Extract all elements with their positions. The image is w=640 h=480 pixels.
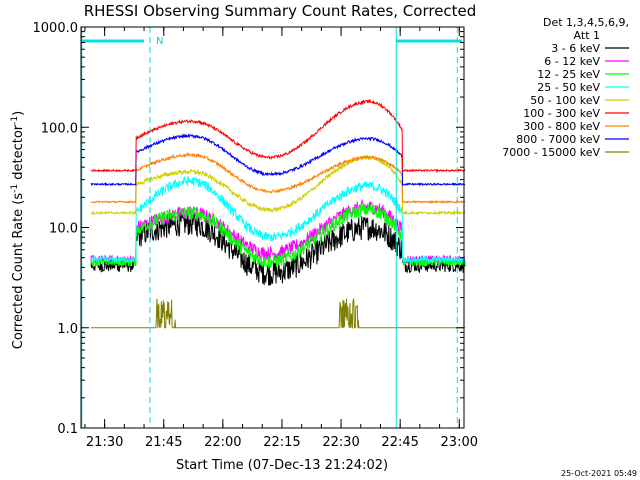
y-tick-label: 0.1 <box>57 422 78 437</box>
x-tick-label: 23:00 <box>441 435 478 450</box>
x-tick-label: 22:45 <box>381 435 418 450</box>
y-tick-label: 1.0 <box>57 322 78 337</box>
flag-label: N <box>156 36 163 47</box>
x-tick-label: 21:30 <box>86 435 123 450</box>
y-tick-label: 1000.0 <box>33 21 79 36</box>
legend-title-line1: Det 1,3,4,5,6,9, <box>543 16 629 29</box>
legend-label: 12 - 25 keV <box>537 68 600 81</box>
legend-label: 7000 - 15000 keV <box>502 146 600 159</box>
legend-label: 6 - 12 keV <box>544 55 600 68</box>
legend-title-line2: Att 1 <box>574 29 600 42</box>
x-tick-label: 22:15 <box>263 435 300 450</box>
timestamp: 25-Oct-2021 05:49 <box>561 469 637 478</box>
y-axis-ticks: 0.1 1.0 10.0 100.0 1000.0 <box>33 21 464 437</box>
series-line <box>90 98 466 173</box>
series-line <box>90 298 466 329</box>
legend-label: 800 - 7000 keV <box>516 133 600 146</box>
legend-label: 100 - 300 keV <box>523 107 600 120</box>
series-line <box>90 151 466 205</box>
x-tick-label: 22:30 <box>322 435 359 450</box>
series-line <box>90 154 466 216</box>
series-line <box>90 175 466 264</box>
legend-label: 50 - 100 keV <box>530 94 600 107</box>
legend-label: 300 - 800 keV <box>523 120 600 133</box>
y-tick-label: 10.0 <box>49 222 78 237</box>
plot-series-lines <box>90 98 466 329</box>
y-axis-label: Corrected Count Rate (s-1 detector-1) <box>10 111 26 349</box>
series-line <box>90 133 466 187</box>
legend-label: 25 - 50 keV <box>537 81 600 94</box>
x-tick-label: 21:45 <box>145 435 182 450</box>
series-line <box>90 210 466 286</box>
chart-title: RHESSI Observing Summary Count Rates, Co… <box>84 2 477 20</box>
legend-label: 3 - 6 keV <box>551 42 600 55</box>
x-axis-ticks: 21:30 21:45 22:00 22:15 22:30 22:45 23:00 <box>84 27 478 450</box>
x-axis-label: Start Time (07-Dec-13 21:24:02) <box>176 458 388 473</box>
y-tick-label: 100.0 <box>41 121 78 136</box>
x-tick-label: 22:00 <box>204 435 241 450</box>
